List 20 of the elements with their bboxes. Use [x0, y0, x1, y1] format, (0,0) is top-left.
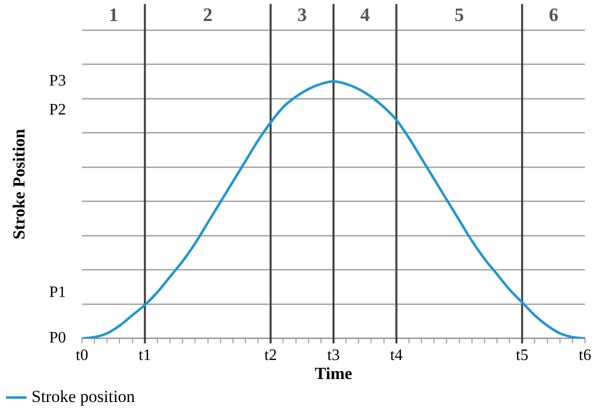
text: 2 — [203, 4, 212, 26]
x-tick-label: t0 — [76, 347, 88, 364]
text: P1 — [49, 284, 66, 302]
text: P0 — [49, 330, 66, 347]
text: P2 — [49, 102, 66, 119]
text: 3 — [297, 4, 307, 26]
text: 1 — [108, 4, 118, 26]
x-tick-label: t2 — [264, 347, 277, 364]
x-tick-label: t4 — [390, 347, 403, 364]
x-tick-label: t3 — [327, 347, 340, 364]
legend-label: Stroke position — [32, 386, 136, 406]
text: 5 — [454, 4, 464, 26]
text: 6 — [548, 4, 558, 26]
x-tick-label: t5 — [516, 347, 528, 364]
y-axis-title: Stroke Position — [10, 128, 29, 240]
text: 4 — [360, 4, 370, 26]
text: P3 — [49, 72, 66, 90]
x-tick-label: t6 — [578, 347, 592, 364]
x-axis-title: Time — [314, 364, 353, 384]
x-tick-label: t1 — [138, 347, 152, 364]
